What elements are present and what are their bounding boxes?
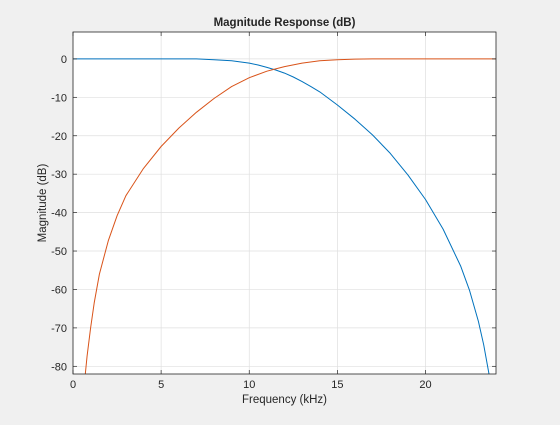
x-tick-label: 5 [158, 379, 164, 391]
y-tick-label: -80 [51, 361, 67, 373]
y-tick-label: -50 [51, 246, 67, 258]
y-tick-label: -30 [51, 169, 67, 181]
y-tick-label: -70 [51, 323, 67, 335]
y-tick-label: -60 [51, 284, 67, 296]
y-tick-label: -20 [51, 131, 67, 143]
x-tick-label: 10 [243, 379, 255, 391]
plot-frame [72, 31, 497, 375]
lowpass-series-line [73, 58, 490, 374]
y-tick-label: 0 [61, 54, 67, 66]
plot-area [73, 32, 496, 374]
y-axis-label: Magnitude (dB) [37, 164, 49, 243]
tick-marks [72, 32, 496, 374]
series-group [73, 58, 496, 374]
x-axis-label: Frequency (kHz) [242, 394, 327, 406]
x-tick-label: 0 [70, 379, 76, 391]
chart-title: Magnitude Response (dB) [214, 17, 356, 29]
x-tick-labels: 0 5 10 15 20 [70, 379, 432, 391]
y-tick-label: -10 [51, 92, 67, 104]
x-tick-label: 20 [419, 379, 431, 391]
x-tick-label: 15 [331, 379, 343, 391]
y-tick-label: -40 [51, 208, 67, 220]
y-tick-labels: 0 -10 -20 -30 -40 -50 -60 -70 -80 [51, 54, 67, 373]
highpass-series-line [84, 58, 496, 374]
